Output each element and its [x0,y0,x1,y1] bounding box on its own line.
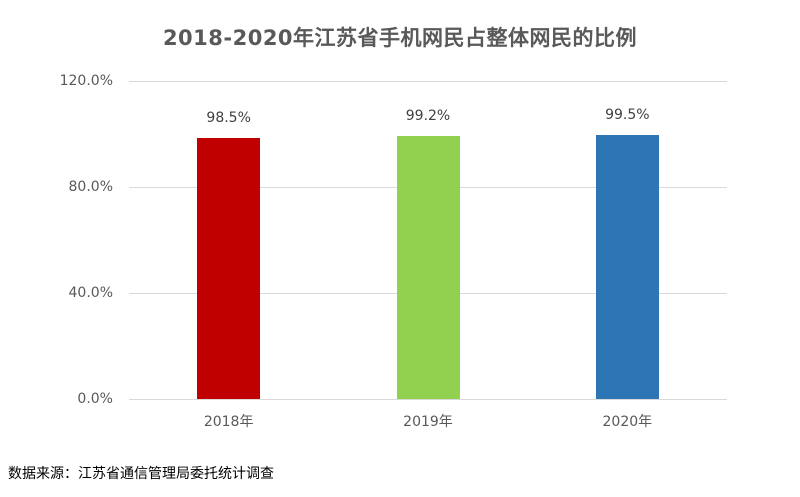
gridline [129,399,727,400]
plot-area: 0.0% 40.0% 80.0% 120.0% 98.5% 2018年 99.2% 2019年… [60,73,727,430]
y-tick-label: 80.0% [68,179,113,195]
x-tick-label: 2020年 [602,414,653,430]
bar-2018年 [197,137,261,399]
chart-title: 2018-2020年江苏省手机网民占整体网民的比例 [162,26,638,50]
gridline [129,81,727,82]
y-tick-label: 120.0% [59,73,113,89]
bar-2020年 [595,135,659,399]
y-tick-label: 0.0% [77,391,113,407]
x-tick-label: 2019年 [403,414,453,430]
data-label: 99.2% [405,108,451,125]
data-label: 99.5% [605,107,650,124]
x-tick-label: 2018年 [203,414,254,430]
data-label: 98.5% [206,109,251,126]
y-tick-label: 40.0% [68,285,113,301]
data-source-note: 数据来源：江苏省通信管理局委托统计调查 [8,466,274,482]
bar-2019年 [396,136,460,399]
